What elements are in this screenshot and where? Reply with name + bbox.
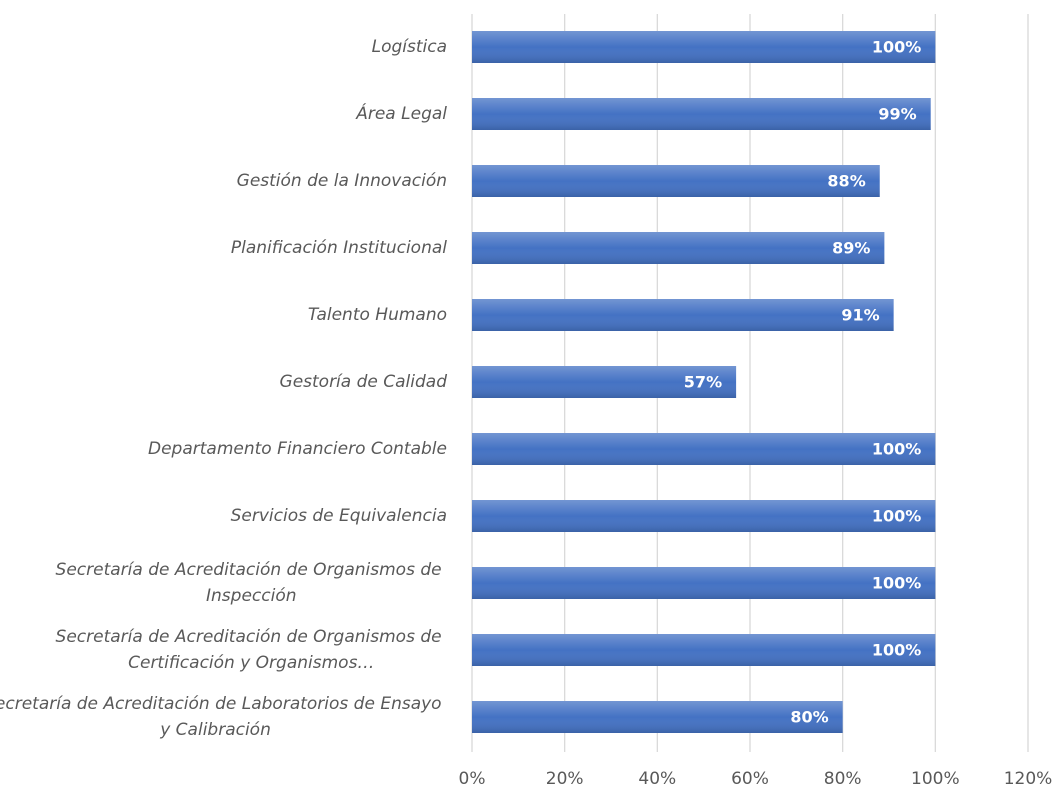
- bar-shade: [472, 701, 843, 733]
- category-label: Secretaría de Acreditación de Organismos…: [56, 627, 447, 673]
- bar-shade: [472, 567, 936, 599]
- x-tick-label: 60%: [731, 769, 769, 789]
- category-label: Gestión de la Innovación: [237, 171, 447, 191]
- value-label: 91%: [841, 306, 879, 325]
- x-tick-label: 80%: [824, 769, 862, 789]
- bar-shade: [472, 232, 885, 264]
- value-label: 89%: [832, 239, 870, 258]
- bar-shade: [472, 634, 936, 666]
- category-label: Secretaría de Acreditación de Laboratori…: [0, 694, 447, 740]
- category-label: Logística: [372, 37, 447, 57]
- bar-shade: [472, 299, 894, 331]
- value-label: 88%: [827, 172, 865, 191]
- bar-shade: [472, 366, 737, 398]
- value-label: 80%: [790, 708, 828, 727]
- category-label: Área Legal: [355, 102, 447, 124]
- category-label: Secretaría de Acreditación de Organismos…: [56, 560, 447, 606]
- category-label: Servicios de Equivalencia: [231, 506, 447, 526]
- value-label: 100%: [872, 574, 921, 593]
- value-label: 99%: [878, 105, 916, 124]
- category-label: Talento Humano: [308, 305, 447, 325]
- x-tick-label: 20%: [546, 769, 584, 789]
- category-label: Gestoría de Calidad: [280, 372, 448, 392]
- value-label: 100%: [872, 440, 921, 459]
- bar-shade: [472, 98, 931, 130]
- value-label: 100%: [872, 507, 921, 526]
- x-tick-label: 0%: [459, 769, 486, 789]
- bar-shade: [472, 165, 880, 197]
- bar-shade: [472, 500, 936, 532]
- bar-shade: [472, 31, 936, 63]
- value-label: 100%: [872, 641, 921, 660]
- category-label: Planificación Institucional: [231, 238, 447, 258]
- value-label: 100%: [872, 38, 921, 57]
- x-tick-label: 120%: [1004, 769, 1053, 789]
- bar-shade: [472, 433, 936, 465]
- value-label: 57%: [684, 373, 722, 392]
- category-label: Departamento Financiero Contable: [148, 439, 447, 459]
- x-tick-label: 100%: [911, 769, 960, 789]
- x-tick-label: 40%: [638, 769, 676, 789]
